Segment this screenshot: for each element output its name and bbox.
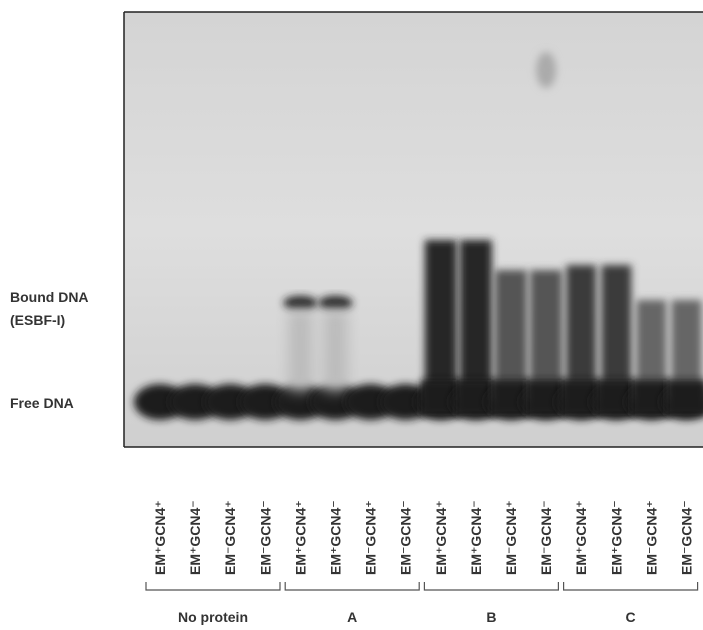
lane-smear <box>288 310 313 390</box>
lane-label: EM⁺GCN4⁺ <box>152 500 168 575</box>
bound-dna-band <box>283 296 318 310</box>
lane-label: EM⁺GCN4⁻ <box>187 500 203 575</box>
lane-smear <box>495 270 527 400</box>
lane-label: EM⁻GCN4⁺ <box>503 500 519 575</box>
lane-label: EM⁺GCN4⁻ <box>608 500 624 575</box>
lane-label: EM⁻GCN4⁻ <box>538 500 554 575</box>
lane-base <box>666 380 703 415</box>
side-label: (ESBF-I) <box>10 312 65 328</box>
group-label: A <box>347 609 357 625</box>
group-label: B <box>486 609 496 625</box>
group-bracket <box>145 582 281 591</box>
lane-smear <box>424 240 457 400</box>
gel-bands <box>134 52 703 420</box>
lane-smear <box>323 310 348 390</box>
lane-label: EM⁻GCN4⁺ <box>222 500 238 575</box>
lane-label: EM⁺GCN4⁺ <box>292 500 308 575</box>
lane-smear <box>601 265 632 400</box>
lane-label: EM⁺GCN4⁺ <box>573 500 589 575</box>
lane-label: EM⁻GCN4⁺ <box>363 500 379 575</box>
group-bracket <box>423 582 559 591</box>
lane-label: EM⁺GCN4⁻ <box>328 500 344 575</box>
bound-dna-band <box>318 296 353 310</box>
group-label: No protein <box>178 609 248 625</box>
lane-label: EM⁺GCN4⁻ <box>468 500 484 575</box>
lane-smear <box>566 265 597 400</box>
lane-label: EM⁺GCN4⁺ <box>433 500 449 575</box>
group-bracket <box>284 582 420 591</box>
lane-label: EM⁻GCN4⁻ <box>679 500 695 575</box>
group-bracket <box>563 582 699 591</box>
group-label: C <box>626 609 636 625</box>
side-label: Bound DNA <box>10 289 89 305</box>
lane-label: EM⁻GCN4⁺ <box>643 500 659 575</box>
lane-smear <box>459 240 492 400</box>
well-band <box>536 52 557 88</box>
lane-label: EM⁻GCN4⁻ <box>257 500 273 575</box>
lane-smear <box>530 270 563 400</box>
lane-label: EM⁻GCN4⁻ <box>398 500 414 575</box>
side-label: Free DNA <box>10 395 74 411</box>
